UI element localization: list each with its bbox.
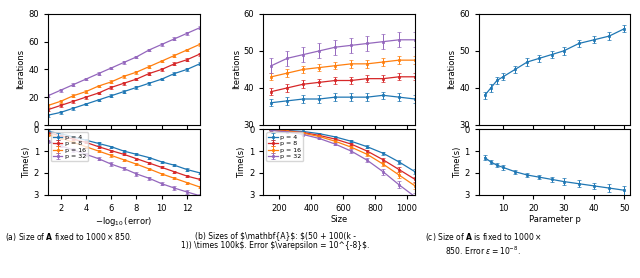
Y-axis label: Time(s): Time(s) [237,146,246,178]
Text: (c) Size of $\mathbf{A}$ is fixed to $1000 \times$
850. Error $\varepsilon = 10^: (c) Size of $\mathbf{A}$ is fixed to $10… [425,231,541,257]
Y-axis label: Time(s): Time(s) [452,146,461,178]
Text: (a) Size of $\mathbf{A}$ fixed to $1000 \times 850$.: (a) Size of $\mathbf{A}$ fixed to $1000 … [5,231,133,243]
X-axis label: $-\log_{10}(\mathrm{error})$: $-\log_{10}(\mathrm{error})$ [95,215,152,229]
Legend: p = 4, p = 8, p = 16, p = 32: p = 4, p = 8, p = 16, p = 32 [266,132,303,161]
X-axis label: Parameter p: Parameter p [529,215,580,224]
Legend: p = 4, p = 8, p = 16, p = 32: p = 4, p = 8, p = 16, p = 32 [51,132,88,161]
X-axis label: Size: Size [331,215,348,224]
Y-axis label: Iterations: Iterations [447,49,456,90]
Y-axis label: Time(s): Time(s) [22,146,31,178]
Y-axis label: Iterations: Iterations [17,49,26,90]
Text: (b) Sizes of $\mathbf{A}$: $(50 + 100(k -
1)) \times 100k$. Error $\varepsilon =: (b) Sizes of $\mathbf{A}$: $(50 + 100(k … [181,231,369,250]
Y-axis label: Iterations: Iterations [232,49,241,90]
